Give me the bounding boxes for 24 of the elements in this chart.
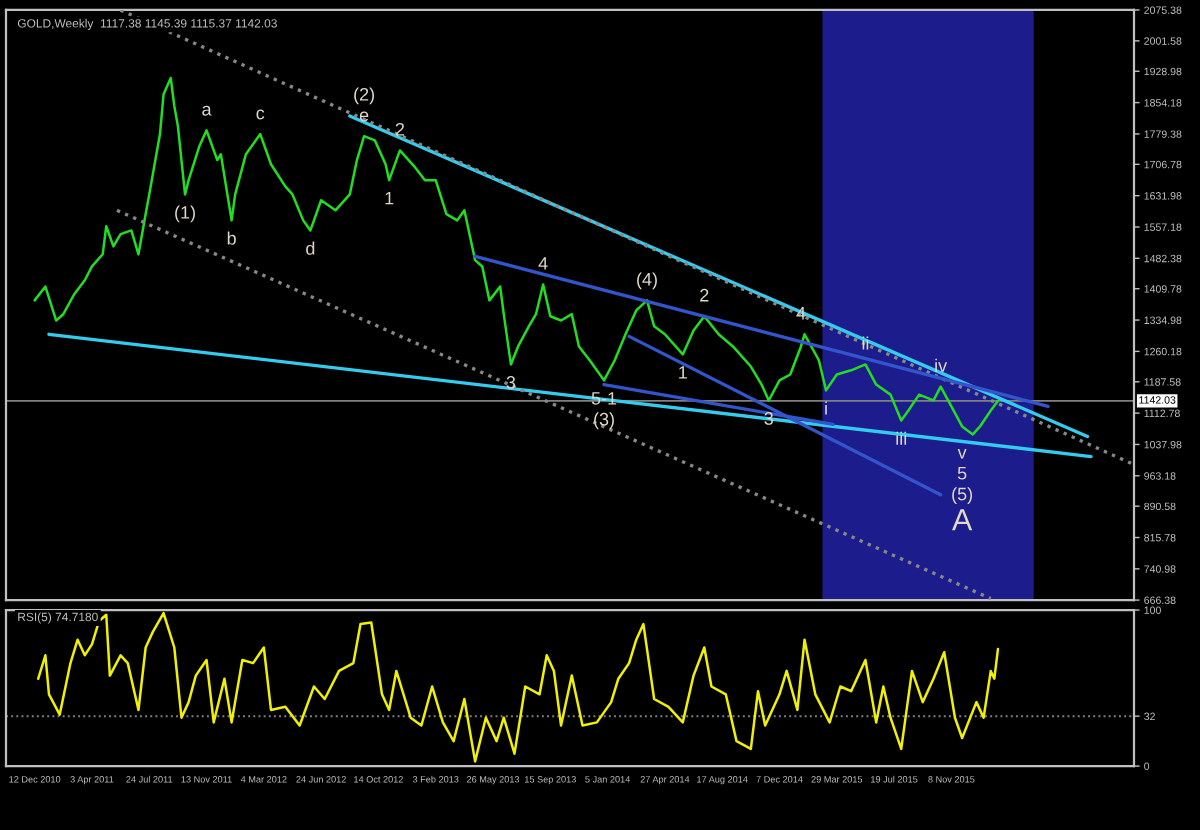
annotation: i <box>825 401 827 415</box>
annotation: 3 <box>506 376 516 389</box>
annotation: 4 <box>796 307 806 320</box>
annotation: d <box>306 241 315 255</box>
annotation: (5) <box>952 487 973 504</box>
annotation: iv <box>935 358 948 372</box>
annotation: (4) <box>637 272 657 290</box>
annotation: c <box>256 109 265 120</box>
annotation: A <box>951 509 973 531</box>
annotation: 2 <box>700 288 709 302</box>
annotation: b <box>227 231 236 245</box>
annotation: (3) <box>594 412 614 430</box>
annotation: 1 <box>385 191 394 205</box>
annotation: 3 <box>764 412 773 425</box>
annotation: (2) <box>354 87 375 105</box>
annotation: 4 <box>538 257 548 270</box>
annotation: 5-1 <box>591 392 617 405</box>
annotation: (1) <box>175 205 195 223</box>
annotation: v <box>957 449 967 459</box>
annotation: e <box>359 111 369 122</box>
annotation: 2 <box>395 122 405 136</box>
annotation: a <box>202 105 212 116</box>
annotation: 1 <box>679 366 687 379</box>
annotation: 5 <box>957 467 967 480</box>
